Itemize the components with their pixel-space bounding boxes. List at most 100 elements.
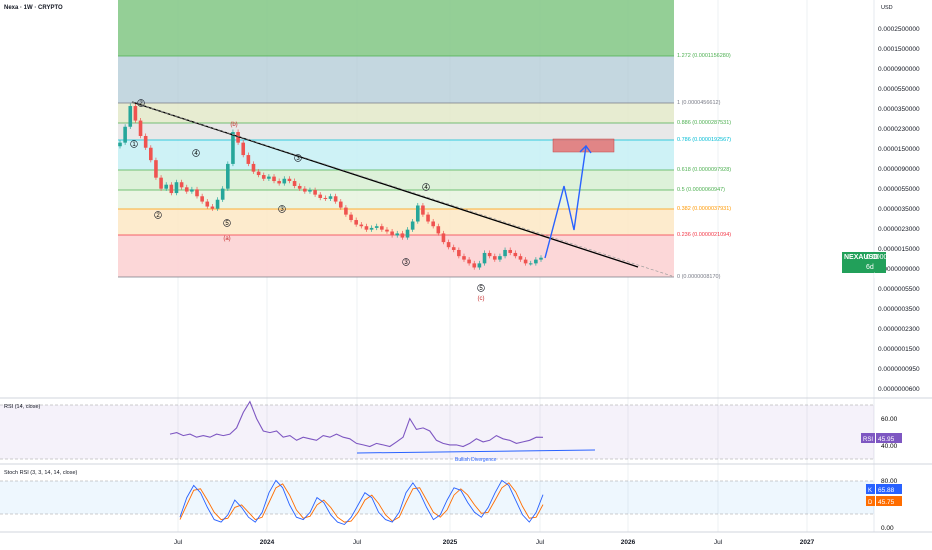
candle-body: [503, 249, 507, 257]
rsi-line: [169, 400, 544, 448]
fib-band-0886-0786: [118, 123, 674, 140]
projection-path: [544, 145, 587, 259]
candle-body: [154, 160, 158, 178]
bullish-divergence-line: [356, 449, 596, 454]
candle-body: [374, 226, 379, 228]
svg-text:4: 4: [424, 185, 428, 191]
candle-body: [164, 184, 169, 189]
trendline-dashed: [131, 101, 673, 277]
projection-arrowhead: [579, 144, 592, 154]
price-axis-label: 0.0000900000: [878, 66, 920, 73]
fib-band-top: [118, 0, 674, 56]
wave-b-label: (b): [230, 122, 237, 128]
price-axis-label: 0.0000035000: [878, 206, 920, 213]
candle-body: [123, 126, 127, 143]
candle-body: [246, 155, 251, 164]
candle-body: [333, 196, 338, 202]
candle-body: [457, 249, 461, 257]
price-axis-label: 0.0000055000: [878, 186, 920, 193]
price-axis-label: 0.0000023000: [878, 226, 920, 233]
wave-circle-3: 3: [278, 205, 286, 213]
stoch-d-badge: D 45.75: [866, 496, 902, 506]
wave-c-label: (c): [478, 296, 485, 302]
stoch-k-badge: K 65.88: [866, 484, 902, 494]
divergence-label: Bullish Divergence: [455, 457, 497, 463]
candle-body: [184, 187, 189, 192]
fib-labels: 1.272 (0.0001156280) 1 (0.0000456612) 0.…: [677, 53, 731, 280]
fib-label-1: 1 (0.0000456612): [677, 100, 721, 106]
candle-body: [395, 233, 400, 236]
price-axis-label: 0.0000550000: [878, 86, 920, 93]
svg-text:45.95: 45.95: [878, 436, 895, 443]
fib-label-0382: 0.382 (0.0000037931): [677, 206, 731, 212]
fib-band-1272-1: [118, 56, 674, 103]
candle-body: [508, 249, 512, 253]
candle-body: [451, 247, 456, 250]
stoch-band: [0, 481, 874, 514]
price-axis-label: 0.0000005500: [878, 286, 920, 293]
candle-body: [118, 142, 122, 147]
candle-body: [231, 132, 235, 164]
candle-body: [498, 256, 502, 260]
time-label-2024: 2024: [260, 539, 275, 546]
price-axis-label: 0.0000150000: [878, 146, 920, 153]
target-zone: [552, 138, 615, 153]
candle-body: [308, 190, 312, 192]
fib-label-0886: 0.886 (0.0000287531): [677, 120, 731, 126]
svg-text:2: 2: [156, 213, 160, 219]
candle-body: [297, 185, 302, 189]
candle-body: [441, 233, 446, 243]
candle-body: [380, 226, 384, 230]
candle-body: [272, 176, 276, 182]
candle-body: [385, 229, 389, 232]
price-axis-label: 0.0000001500: [878, 346, 920, 353]
candle-body: [328, 196, 333, 199]
candle-body: [467, 259, 471, 264]
stoch-axis-0: 0.00: [881, 525, 894, 532]
candle-body: [477, 263, 482, 268]
candle-body: [344, 207, 348, 215]
rsi-axis-60: 60.00: [881, 416, 898, 423]
candle-body: [159, 177, 163, 189]
candle-body: [282, 178, 287, 184]
candle-body: [220, 188, 225, 200]
candle-body: [518, 256, 523, 260]
candle-body: [528, 263, 533, 265]
candle-body: [128, 106, 133, 127]
fib-label-1272: 1.272 (0.0001156280): [677, 53, 731, 59]
stoch-axis-80: 80.00: [881, 478, 898, 485]
candle-body: [534, 259, 538, 264]
candle-group: [118, 103, 543, 270]
wave-circle-2: 2: [137, 99, 145, 107]
candle-body: [190, 189, 194, 192]
candle-body: [292, 181, 297, 186]
time-axis[interactable]: Jul 2024 Jul 2025 Jul 2026 Jul 2027: [174, 539, 815, 546]
rsi-title: RSI (14, close): [4, 404, 41, 410]
fib-label-0618: 0.618 (0.0000097928): [677, 167, 731, 173]
time-label-jul-2023: Jul: [174, 539, 183, 546]
candle-body: [169, 184, 174, 194]
time-label-2027: 2027: [800, 539, 815, 546]
candle-body: [143, 135, 148, 148]
candle-body: [462, 256, 466, 260]
candle-body: [195, 189, 199, 197]
candle-body: [369, 227, 374, 230]
svg-text:4: 4: [194, 151, 198, 157]
svg-text:5: 5: [479, 286, 483, 292]
wave-circle-s2: 2: [154, 211, 162, 219]
time-label-2025: 2025: [443, 539, 458, 546]
candle-body: [405, 229, 410, 238]
candle-body: [400, 233, 405, 238]
fib-band-1-0886: [118, 103, 674, 123]
candle-body: [241, 142, 246, 156]
candle-body: [482, 252, 487, 264]
candle-body: [200, 196, 204, 202]
candle-body: [523, 259, 528, 264]
price-tag-symbol: NEXAUSD: [844, 254, 879, 261]
price-axis[interactable]: 0.0002500000 0.0001500000 0.0000900000 0.00…: [878, 26, 920, 393]
currency-label: USD: [881, 5, 893, 11]
price-axis-label: 0.0000015000: [878, 246, 920, 253]
price-axis-label: 0.0000000950: [878, 366, 920, 373]
wave-circle-s4: 4: [422, 183, 430, 191]
